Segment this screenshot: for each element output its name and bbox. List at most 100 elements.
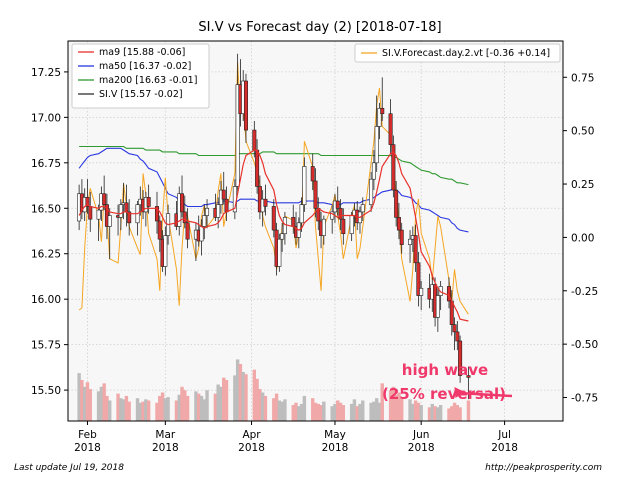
x-tick-label-month: Apr [242,429,261,441]
candle-body [369,178,374,205]
volume-bar [433,406,437,421]
volume-bar [377,402,382,421]
volume-bar [102,383,106,421]
candle-body [388,113,393,145]
ma9-line [78,149,469,322]
volume-bar [369,402,373,421]
annotation-arrow-head [454,387,465,398]
left-tick-label: 16.00 [31,294,61,306]
candle-body [88,206,93,220]
volume-bar [430,403,434,421]
volume-bar [291,405,295,421]
volume-bar [455,405,460,421]
volume-bar [322,401,326,421]
volume-bar [224,379,229,421]
right-tick-label: 0.25 [571,179,594,191]
candle-body [341,218,346,235]
volume-bar [121,399,126,421]
candle-body [157,220,162,240]
volume-bar [274,393,279,421]
volume-bar [447,408,451,421]
volume-bar [158,395,162,421]
candle-body [216,204,221,218]
candle-body [199,226,204,242]
left-tick-label: 17.00 [31,112,61,124]
annotation-line2: (25% reversal) [382,385,506,403]
left-tick-label: 16.50 [31,203,61,215]
x-tick-label-year: 2018 [322,442,349,454]
candle-body [180,193,185,213]
x-tick-label-year: 2018 [238,442,265,454]
candle-body [146,197,151,207]
candle-body [182,211,187,224]
volume-bar [452,402,457,421]
volume-bar [411,403,415,421]
volume-bar [180,386,184,421]
candle-body [224,198,229,213]
candle-body [154,206,159,222]
volume-bar [319,405,323,421]
volume-bar [283,399,287,421]
volume-bar [413,400,418,421]
volume-bar [277,400,282,421]
right-tick-label: -0.75 [571,393,598,405]
volume-bar [244,374,248,421]
volume-bar [199,395,204,421]
volume-bar [213,393,218,421]
chart-title: SI.V vs Forecast day (2) [2018-07-18] [198,20,441,35]
volume-bar [297,406,301,421]
candle-body [455,331,460,342]
volume-bar [82,386,87,421]
volume-bar [361,400,365,421]
candle-body [371,162,376,180]
volume-bar [127,401,131,421]
volume-bar [380,383,384,421]
volume-bar [400,397,404,421]
volume-bar [222,377,226,421]
candle-body [263,198,268,207]
candle-body [255,149,260,187]
candle-body [380,107,385,115]
candle-body [458,340,463,376]
candle-body [338,207,343,220]
candle-body [185,222,190,240]
left-tick-label: 17.25 [31,67,61,79]
legend-left-label: SI.V [15.57 -0.02] [99,89,183,100]
volume-bar [185,395,190,421]
right-tick-label: 0.00 [571,232,594,244]
volume-bar [216,384,220,421]
volume-bar [355,406,359,421]
annotation-line1: high wave [402,361,488,379]
volume-bar [466,400,471,421]
volume-bar [388,390,393,421]
volume-bar [105,395,109,421]
volume-bar [219,386,223,421]
candle-body [163,235,168,267]
volume-bar [252,369,257,421]
x-tick-label-month: Mar [155,429,175,441]
volume-bar [233,375,237,421]
candle-body [413,235,418,264]
candle-body [107,215,112,227]
source-url-text: http://peakprosperity.com [485,463,602,473]
candle-body [466,375,471,378]
x-tick-label-month: Jul [497,429,511,441]
volume-bar [280,401,284,421]
candle-body [282,217,287,235]
volume-bar [336,400,340,421]
left-tick-label: 16.75 [31,158,61,170]
x-tick-label-month: May [324,429,346,441]
volume-bar [80,379,84,421]
candle-body [416,262,421,296]
volume-bar [77,373,81,421]
candle-body [299,204,304,224]
ma200-line [79,145,469,186]
candle-body [360,204,365,213]
volume-bar [311,398,315,421]
candle-body [124,202,129,213]
volume-bar [372,401,376,421]
volume-bar [241,371,245,421]
candle-body [291,217,296,227]
volume-bar [260,392,265,421]
